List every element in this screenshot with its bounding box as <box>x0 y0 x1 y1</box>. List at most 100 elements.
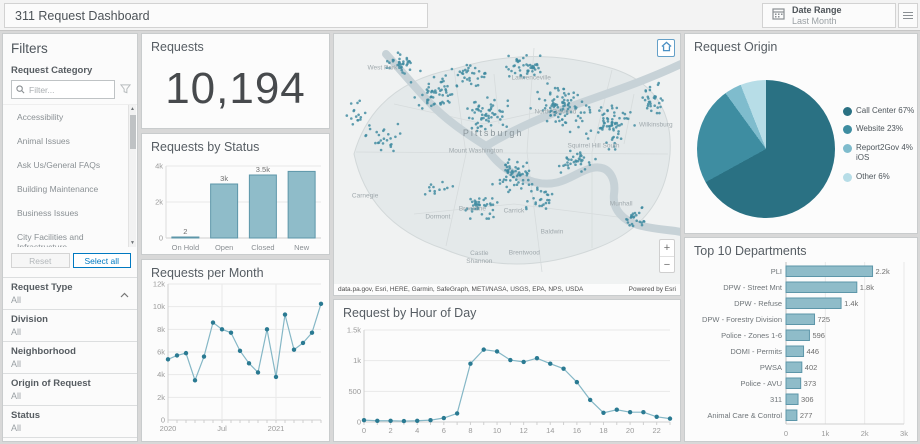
legend-item[interactable]: Call Center 67% <box>843 106 915 116</box>
svg-text:8: 8 <box>468 426 472 435</box>
svg-text:500: 500 <box>348 387 361 396</box>
date-range-selector[interactable]: Date Range Last Month <box>762 3 896 28</box>
scrollbar-thumb[interactable] <box>130 115 136 149</box>
category-item[interactable]: Building Maintenance <box>17 184 99 194</box>
category-item[interactable]: Accessibility <box>17 112 64 122</box>
svg-text:0: 0 <box>357 418 361 427</box>
svg-text:1k: 1k <box>821 429 829 438</box>
svg-text:2: 2 <box>183 227 187 236</box>
svg-text:277: 277 <box>800 411 813 420</box>
page-title: 311 Request Dashboard <box>15 8 150 23</box>
requests-by-status-panel: Requests by Status 0 2k 4k 2 On Hold 3k Open 3.… <box>141 133 330 255</box>
svg-text:16: 16 <box>573 426 581 435</box>
request-origin-panel: Request Origin Call Center 67% Website 23… <box>684 33 918 234</box>
scroll-up-icon[interactable]: ▲ <box>130 106 135 112</box>
date-range-value: Last Month <box>792 15 837 26</box>
legend-dot-icon <box>843 172 852 182</box>
svg-text:3k: 3k <box>900 429 908 438</box>
svg-text:1.8k: 1.8k <box>860 283 874 292</box>
svg-text:2020: 2020 <box>160 424 177 433</box>
filter-section-label: Origin of Request <box>11 378 91 389</box>
svg-text:306: 306 <box>801 395 814 404</box>
svg-text:2k: 2k <box>157 393 165 402</box>
svg-text:Police - AVU: Police - AVU <box>740 379 782 388</box>
category-filter-input[interactable] <box>29 84 99 95</box>
select-all-button[interactable]: Select all <box>72 253 131 268</box>
svg-text:18: 18 <box>599 426 607 435</box>
svg-text:PWSA: PWSA <box>760 363 782 372</box>
svg-text:20: 20 <box>626 426 634 435</box>
powered-by-esri: Powered by Esri <box>628 286 676 293</box>
status-bar-chart[interactable]: 0 2k 4k 2 On Hold 3k Open 3.5k Closed New <box>146 154 327 254</box>
filter-section-request-type[interactable]: Request Type All <box>3 277 137 309</box>
departments-chart-title: Top 10 Departments <box>694 244 807 258</box>
filter-section-neighborhood[interactable]: Neighborhood All <box>3 341 137 373</box>
svg-text:PLI: PLI <box>771 267 782 276</box>
scroll-down-icon[interactable]: ▼ <box>130 240 135 246</box>
category-list: Accessibility Animal Issues Ask Us/General… <box>3 104 137 247</box>
chevron-up-icon <box>120 285 129 303</box>
svg-text:4k: 4k <box>155 162 163 171</box>
svg-text:0: 0 <box>362 426 366 435</box>
origin-legend: Call Center 67% Website 23% Report2Gov 4% … <box>843 106 915 190</box>
legend-item[interactable]: Website 23% <box>843 124 915 135</box>
filters-title: Filters <box>11 41 48 56</box>
hourly-line-chart[interactable]: 0 500 1k 1.5k 0 2 4 6 8 10 12 14 16 18 20 22 <box>338 322 678 439</box>
map-home-button[interactable] <box>657 39 675 57</box>
filter-section-division[interactable]: Division All <box>3 309 137 341</box>
reset-button[interactable]: Reset <box>11 253 70 268</box>
legend-label: Report2Gov 4% iOS <box>856 142 913 163</box>
zoom-in-button[interactable]: + <box>663 242 671 254</box>
category-scrollbar[interactable]: ▲ ▼ <box>128 105 136 247</box>
departments-bar-chart[interactable]: 0 1k 2k 3k PLI 2.2k DPW - Street Mnt 1.8k DPW - … <box>688 260 914 440</box>
map-panel[interactable]: West Park Lawrenceville North Oakland Pitts… <box>333 33 681 296</box>
filter-section-label: Neighborhood <box>11 346 76 357</box>
svg-text:1k: 1k <box>353 356 361 365</box>
filter-section-origin-of-request[interactable]: Origin of Request All <box>3 373 137 405</box>
filter-funnel-icon[interactable] <box>119 81 132 99</box>
svg-text:4: 4 <box>415 426 419 435</box>
svg-text:1.4k: 1.4k <box>844 299 858 308</box>
category-item[interactable]: Business Issues <box>17 208 79 218</box>
legend-dot-icon <box>843 107 852 116</box>
zoom-out-button[interactable]: − <box>660 256 674 272</box>
category-item[interactable]: Ask Us/General FAQs <box>17 160 101 170</box>
svg-text:12: 12 <box>519 426 527 435</box>
svg-text:On Hold: On Hold <box>172 243 200 252</box>
category-filter-input-wrap <box>11 80 115 99</box>
filter-section-value: All <box>11 295 22 305</box>
status-chart-title: Requests by Status <box>151 140 260 154</box>
svg-text:22: 22 <box>653 426 661 435</box>
filter-section-status[interactable]: Status All <box>3 405 137 437</box>
date-range-label: Date Range <box>792 5 842 16</box>
filter-section-label: Request Type <box>11 282 73 293</box>
requests-count: 10,194 <box>165 64 306 113</box>
requests-count-panel: Requests 10,194 <box>141 33 330 129</box>
request-by-hour-panel: Request by Hour of Day 0 500 1k 1.5k 0 2 4 6 8 10… <box>333 299 681 442</box>
svg-text:Police - Zones 1-6: Police - Zones 1-6 <box>721 331 782 340</box>
svg-text:DPW - Street Mnt: DPW - Street Mnt <box>723 283 783 292</box>
svg-text:Open: Open <box>215 243 233 252</box>
category-item[interactable]: Animal Issues <box>17 136 70 146</box>
svg-text:311: 311 <box>770 395 782 404</box>
origin-pie-chart[interactable] <box>697 80 835 218</box>
requests-per-month-panel: Requests per Month 0 2k 4k 6k 8k 10k 12k 2020 Ju… <box>141 259 330 442</box>
monthly-line-chart[interactable]: 0 2k 4k 6k 8k 10k 12k 2020 Jul 2021 <box>146 280 327 438</box>
legend-item[interactable]: Other 6% <box>843 172 915 182</box>
svg-text:373: 373 <box>804 379 817 388</box>
svg-text:402: 402 <box>805 363 818 372</box>
legend-label: Call Center 67% <box>856 106 915 115</box>
menu-button[interactable] <box>898 3 918 28</box>
calendar-icon <box>772 7 785 25</box>
legend-item[interactable]: Report2Gov 4% iOS <box>843 143 915 164</box>
category-item[interactable]: City Facilities and Infrastructure <box>17 232 84 247</box>
svg-text:725: 725 <box>818 315 831 324</box>
map-canvas[interactable] <box>334 34 681 296</box>
monthly-chart-title: Requests per Month <box>151 266 264 280</box>
request-category-label: Request Category <box>11 65 93 76</box>
svg-text:0: 0 <box>159 234 163 243</box>
svg-text:0: 0 <box>784 429 788 438</box>
map-zoom-control: + − <box>659 239 675 273</box>
svg-text:DOMI - Permits: DOMI - Permits <box>730 347 782 356</box>
legend-label: Other 6% <box>856 171 890 181</box>
